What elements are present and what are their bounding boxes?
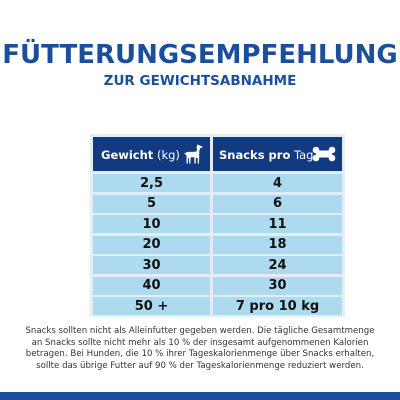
- snacks-cell: 7 pro 10 kg: [213, 297, 342, 315]
- weight-cell: 2,5: [93, 174, 210, 192]
- weight-cell: 30: [93, 256, 210, 274]
- bone-icon: [312, 146, 336, 162]
- snacks-cell: 11: [213, 215, 342, 233]
- weight-cell: 10: [93, 215, 210, 233]
- header-snacks-unit: Tag: [294, 148, 314, 162]
- page-subtitle: ZUR GEWICHTSABNAHME: [103, 73, 297, 89]
- weight-cell: 50 +: [93, 297, 210, 315]
- page-title: FÜTTERUNGSEMPFEHLUNG: [2, 40, 398, 70]
- header-weight-unit: (kg): [156, 148, 180, 162]
- snacks-cell: 18: [213, 235, 342, 254]
- header-weight: Gewicht (kg): [93, 137, 210, 171]
- snacks-cell: 24: [213, 256, 342, 274]
- header-snacks-label: Snacks pro: [219, 148, 291, 162]
- weight-cell: 20: [93, 235, 210, 254]
- snacks-cell: 6: [213, 194, 342, 213]
- weight-cell: 5: [93, 194, 210, 213]
- header-snacks: Snacks pro Tag: [213, 137, 342, 171]
- snacks-cell: 4: [213, 174, 342, 192]
- weight-cell: 40: [93, 276, 210, 295]
- footnote: Snacks sollten nicht als Alleinfutter ge…: [25, 326, 375, 371]
- feeding-table: Gewicht (kg) Snacks pro Tag 2,5 4 5 6 10…: [90, 134, 345, 317]
- bottom-bar: [0, 392, 400, 400]
- header-weight-label: Gewicht: [101, 148, 154, 162]
- snacks-cell: 30: [213, 276, 342, 295]
- dog-icon: [184, 144, 203, 164]
